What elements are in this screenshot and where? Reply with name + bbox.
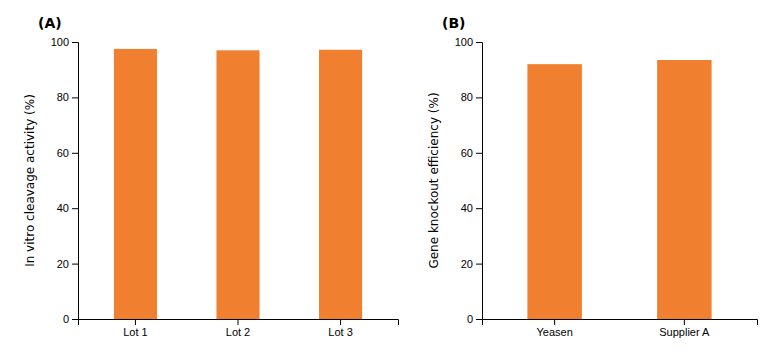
y-tick: 40: [461, 202, 482, 214]
y-axis-line: [72, 43, 79, 320]
chart: 0 20 40 60 80 100 Lot 1 Lot 2 Lot 3 In vitro clea…: [0, 0, 772, 355]
x-axis: Lot 1 Lot 2 Lot 3: [79, 319, 399, 338]
y-tick-mark: [476, 97, 482, 98]
x-tick-mark: [340, 319, 341, 325]
x-tick-label: Lot 1: [123, 326, 147, 338]
y-tick-label: 40: [57, 202, 69, 214]
x-tick: Supplier A: [659, 319, 710, 338]
y-tick: 80: [57, 91, 78, 103]
y-axis-title: In vitro cleavage activity (%): [23, 94, 37, 267]
y-tick-mark: [476, 208, 482, 209]
y-tick-mark: [72, 264, 78, 265]
y-tick: 0: [63, 313, 78, 325]
y-tick-label: 100: [455, 36, 473, 48]
x-tick-mark: [238, 319, 239, 325]
y-tick: 20: [57, 258, 78, 270]
x-axis-line: [483, 320, 758, 326]
panel-title: (B): [442, 15, 465, 31]
bar: [527, 64, 581, 319]
x-tick: Lot 3: [328, 319, 352, 338]
y-tick: 80: [461, 91, 482, 103]
x-tick-label: Lot 2: [226, 326, 250, 338]
bar: [657, 60, 711, 319]
panel: 0 20 40 60 80 100 Lot 1 Lot 2 Lot 3 In vitro clea…: [23, 15, 399, 338]
y-tick-label: 0: [63, 313, 69, 325]
x-tick-label: Lot 3: [328, 326, 352, 338]
y-tick: 40: [57, 202, 78, 214]
panel: 0 20 40 60 80 100 Yeasen Supplier A Gene knockou…: [427, 15, 758, 338]
y-tick-label: 0: [467, 313, 473, 325]
y-axis: 0 20 40 60 80 100: [51, 36, 79, 325]
y-tick-mark: [476, 153, 482, 154]
y-axis-title: Gene knockout efficiency (%): [427, 92, 441, 268]
y-tick: 60: [461, 147, 482, 159]
y-tick-label: 20: [461, 258, 473, 270]
panel-title: (A): [38, 15, 62, 31]
x-tick-label: Yeasen: [536, 326, 572, 338]
y-tick: 100: [455, 36, 482, 48]
y-tick-mark: [72, 319, 78, 320]
y-tick-label: 100: [51, 36, 69, 48]
y-tick: 20: [461, 258, 482, 270]
y-tick-label: 60: [57, 147, 69, 159]
y-tick-label: 60: [461, 147, 473, 159]
x-axis-line: [79, 320, 399, 326]
y-tick-mark: [72, 153, 78, 154]
x-tick: Lot 1: [123, 319, 147, 338]
y-tick: 0: [467, 313, 482, 325]
y-tick: 100: [51, 36, 78, 48]
x-tick: Yeasen: [536, 319, 572, 338]
y-tick-mark: [72, 208, 78, 209]
bar: [319, 50, 362, 319]
y-tick-label: 80: [461, 91, 473, 103]
x-tick-mark: [684, 319, 685, 325]
x-tick-label: Supplier A: [659, 326, 710, 338]
y-tick-label: 80: [57, 91, 69, 103]
y-tick: 60: [57, 147, 78, 159]
y-tick-mark: [476, 319, 482, 320]
x-tick-mark: [554, 319, 555, 325]
x-tick: Lot 2: [226, 319, 250, 338]
y-tick-mark: [72, 97, 78, 98]
bar: [216, 50, 259, 319]
y-tick-mark: [476, 42, 482, 43]
bars: [527, 60, 711, 319]
x-axis: Yeasen Supplier A: [483, 319, 758, 338]
y-tick-label: 40: [461, 202, 473, 214]
bars: [114, 49, 362, 319]
y-tick-mark: [72, 42, 78, 43]
y-tick-label: 20: [57, 258, 69, 270]
bar: [114, 49, 157, 319]
x-tick-mark: [135, 319, 136, 325]
y-axis: 0 20 40 60 80 100: [455, 36, 483, 325]
y-axis-line: [476, 43, 483, 320]
y-tick-mark: [476, 264, 482, 265]
